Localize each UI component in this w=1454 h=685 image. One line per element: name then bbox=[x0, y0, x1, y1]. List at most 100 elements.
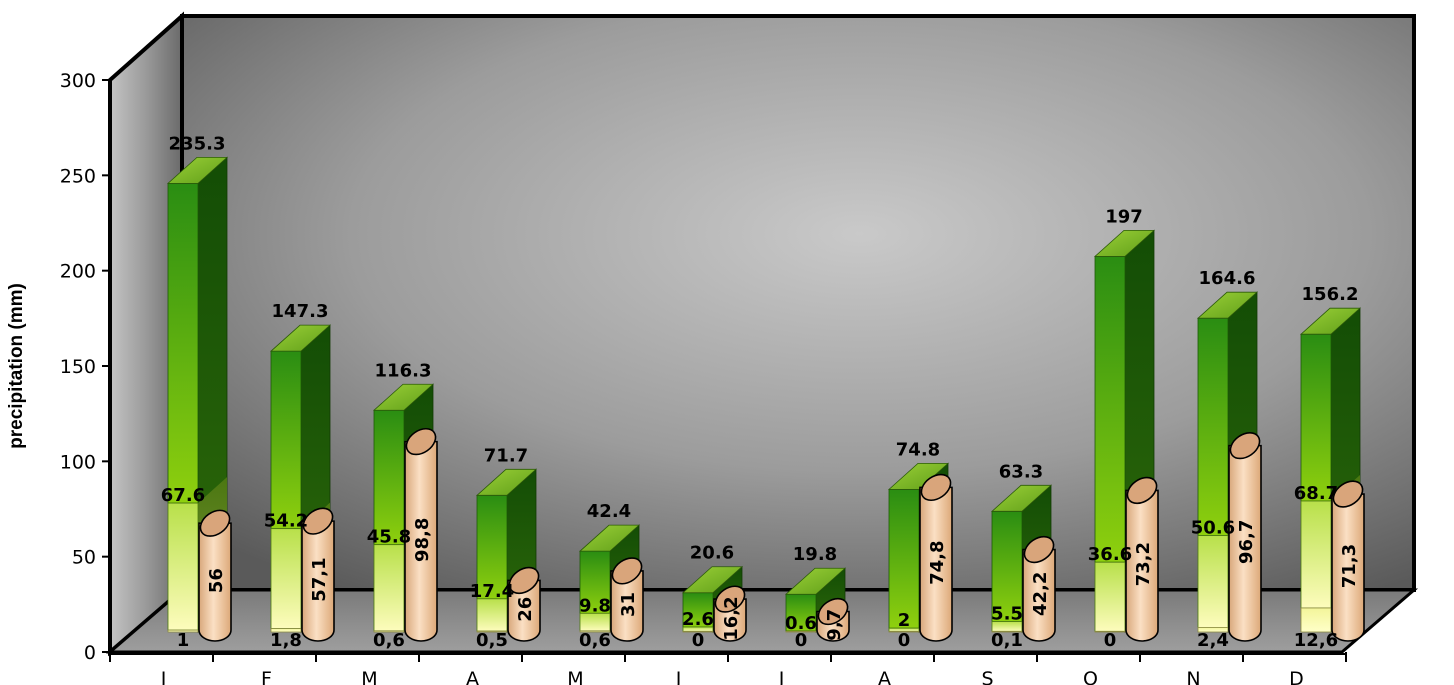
cylinder-top bbox=[508, 566, 540, 595]
cylinder-value-label: 96,7 bbox=[1236, 520, 1257, 564]
cylinder-top bbox=[1126, 476, 1158, 505]
y-tick-label: 150 bbox=[60, 356, 96, 378]
month-group: 42,2 63.3 5.5 0,1 bbox=[990, 461, 1056, 651]
cylinder-top bbox=[302, 507, 334, 535]
bar-top bbox=[1196, 291, 1259, 319]
bar-minimum bbox=[373, 630, 405, 633]
month-group: 9,7 19.8 0.60 bbox=[784, 544, 850, 651]
middle-value-label: 54.2 bbox=[264, 511, 308, 532]
total-value-label: 19.8 bbox=[793, 544, 837, 565]
bar-total bbox=[682, 592, 714, 628]
bar-minimum bbox=[991, 630, 1023, 633]
cylinder-top bbox=[920, 473, 952, 502]
middle-value-label: 2 bbox=[898, 610, 911, 631]
cylinder-value-label: 74,8 bbox=[927, 540, 948, 584]
minimum-value-label: 2,4 bbox=[1197, 630, 1229, 651]
cylinder-value-label: 26 bbox=[515, 597, 536, 622]
bar-total bbox=[1300, 333, 1332, 502]
cylinder-top bbox=[1229, 431, 1261, 460]
x-tick-label: J bbox=[778, 668, 785, 685]
bar-total bbox=[579, 550, 611, 614]
cylinder-body bbox=[610, 570, 644, 642]
bar-minimum bbox=[579, 630, 611, 633]
middle-value-label: 0.6 bbox=[785, 613, 817, 634]
x-tick-label: D bbox=[1289, 668, 1304, 685]
bar-top bbox=[681, 566, 744, 594]
x-tick-label: J bbox=[675, 668, 682, 685]
cylinder-body bbox=[301, 520, 335, 642]
cylinder-body bbox=[1022, 548, 1056, 642]
bar-middle bbox=[167, 502, 199, 631]
x-tick-label: S bbox=[981, 668, 993, 685]
minimum-value-label: 0 bbox=[898, 630, 911, 651]
total-value-label: 156.2 bbox=[1302, 284, 1359, 305]
middle-value-label: 17.4 bbox=[470, 581, 514, 602]
x-tick-label: M bbox=[361, 668, 377, 685]
middle-value-label: 50.6 bbox=[1191, 518, 1235, 539]
cylinder-body bbox=[1125, 489, 1159, 642]
bar-minimum bbox=[476, 630, 508, 633]
cylinder-body bbox=[1228, 444, 1262, 642]
cylinder-top bbox=[611, 557, 643, 585]
bar-minimum bbox=[785, 630, 817, 633]
y-tick-label: 200 bbox=[60, 261, 96, 283]
bar-total bbox=[888, 488, 920, 629]
minimum-value-label: 0 bbox=[1104, 630, 1117, 651]
y-tick-label: 250 bbox=[60, 165, 96, 187]
bar-top bbox=[269, 324, 332, 352]
x-tick-label: J bbox=[160, 668, 167, 685]
month-group: 71,3 156.2 68.7 12,6 bbox=[1294, 284, 1365, 651]
bar-minimum bbox=[167, 629, 199, 633]
total-value-label: 235.3 bbox=[169, 133, 226, 154]
minimum-value-label: 0,6 bbox=[373, 630, 405, 651]
bar-middle bbox=[1300, 500, 1332, 609]
total-value-label: 197 bbox=[1105, 206, 1143, 227]
total-value-label: 147.3 bbox=[272, 301, 329, 322]
bar-minimum bbox=[270, 628, 302, 633]
bar-middle bbox=[270, 528, 302, 629]
y-tick-label: 300 bbox=[60, 70, 96, 92]
bar-total bbox=[270, 350, 302, 530]
month-group: 56 235.3 67.6 1 bbox=[161, 133, 232, 651]
middle-value-label: 68.7 bbox=[1294, 483, 1338, 504]
total-value-label: 42.4 bbox=[587, 501, 631, 522]
cylinder-value-label: 42,2 bbox=[1030, 572, 1051, 616]
y-tick-label: 50 bbox=[72, 547, 96, 569]
y-tick-label: 0 bbox=[84, 642, 96, 664]
cylinder-value-label: 16,2 bbox=[721, 596, 742, 640]
cylinder-top bbox=[1332, 480, 1364, 508]
cylinder-value-label: 73,2 bbox=[1133, 542, 1154, 586]
month-group: 74,8 74.8 20 bbox=[887, 439, 953, 651]
total-value-label: 74.8 bbox=[896, 439, 940, 460]
cylinder-value-label: 57,1 bbox=[309, 557, 330, 601]
bar-minimum bbox=[1300, 607, 1332, 633]
total-value-label: 164.6 bbox=[1199, 268, 1256, 289]
cylinder-body bbox=[404, 440, 438, 642]
bar-top bbox=[1299, 307, 1362, 335]
bar-top bbox=[1093, 229, 1156, 257]
x-tick-label: A bbox=[878, 668, 891, 685]
cylinder-top bbox=[714, 585, 746, 613]
bar-top bbox=[372, 383, 435, 411]
y-axis: 0 50 100 150 200 250 300 bbox=[60, 70, 110, 664]
bar-middle bbox=[373, 544, 405, 632]
middle-value-label: 67.6 bbox=[161, 485, 205, 506]
total-value-label: 20.6 bbox=[690, 543, 734, 564]
x-tick-label: O bbox=[1083, 668, 1098, 685]
bar-middle bbox=[1197, 535, 1229, 628]
cylinder-body bbox=[198, 522, 232, 642]
month-group: 73,2 197 36.6 0 bbox=[1088, 206, 1159, 651]
minimum-value-label: 0,6 bbox=[579, 630, 611, 651]
bar-top bbox=[475, 468, 538, 496]
bar-total bbox=[476, 494, 508, 600]
bar-top bbox=[784, 567, 847, 595]
bar-total bbox=[167, 182, 199, 504]
cylinder-body bbox=[507, 579, 541, 642]
middle-value-label: 45.8 bbox=[367, 527, 411, 548]
minimum-value-label: 1 bbox=[177, 630, 190, 651]
total-value-label: 63.3 bbox=[999, 461, 1043, 482]
bar-minimum bbox=[888, 630, 920, 633]
x-tick-label: N bbox=[1186, 668, 1200, 685]
